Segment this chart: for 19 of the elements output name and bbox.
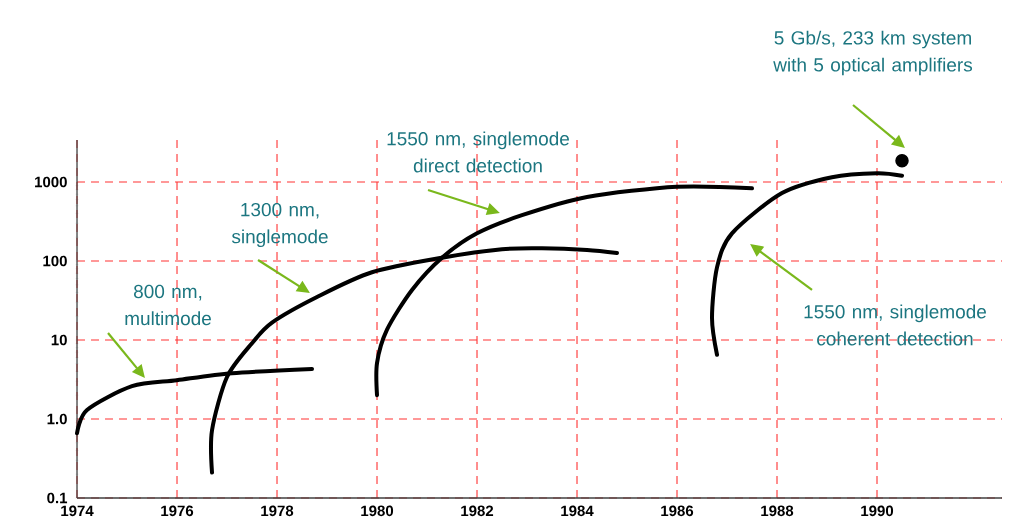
x-tick-label: 1978: [261, 505, 294, 517]
x-tick-label: 1976: [161, 505, 194, 517]
annotation: 1550 nm, singlemode direct detection: [387, 131, 570, 173]
y-tick-label: 100: [43, 255, 67, 267]
y-tick-label: 10: [51, 334, 67, 346]
annotation: 1550 nm, singlemode coherent detection: [804, 304, 986, 346]
y-tick-label: 0.1: [47, 492, 68, 504]
x-tick-label: 1988: [761, 505, 794, 517]
x-tick-label: 1984: [561, 505, 594, 517]
y-tick-label: 1000: [35, 176, 67, 188]
x-tick-label: 1986: [661, 505, 694, 517]
x-tick-label: 1980: [361, 505, 394, 517]
y-tick-label: 1.0: [47, 413, 67, 425]
x-tick-label: 1990: [861, 505, 894, 517]
text: 5 Gb/s, 233 km system with 5 optical amplifiers: [773, 30, 973, 76]
annotation: 800 nm, multimode: [125, 284, 211, 326]
x-tick-label: 1974: [61, 505, 94, 517]
x-tick-label: 1982: [461, 505, 494, 517]
annotation: 1300 nm, singlemode: [231, 202, 328, 248]
